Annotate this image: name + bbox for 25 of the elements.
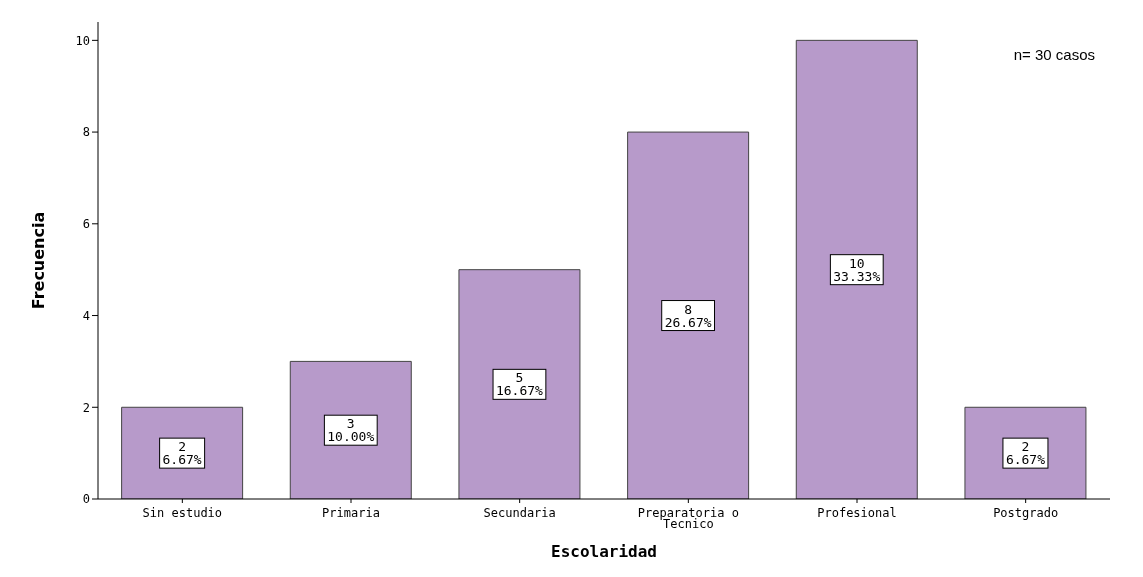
bar <box>458 269 581 499</box>
bar <box>289 360 412 499</box>
y-tick-label: 0 <box>82 492 90 507</box>
x-tick-label: Postgrado <box>993 506 1059 520</box>
x-axis-title: Escolaridad <box>551 542 657 561</box>
data-label: 2 6.67% <box>1005 439 1046 468</box>
x-tick-label: Profesional <box>817 506 897 520</box>
bar <box>627 131 750 499</box>
y-tick-label: 2 <box>82 400 90 415</box>
y-tick-label: 6 <box>82 217 90 232</box>
x-tick-label: Secundaria <box>483 506 556 520</box>
x-tick-label: Sin estudio <box>142 506 223 520</box>
y-axis-title: Frecuencia <box>28 211 48 310</box>
data-label: 5 16.67% <box>495 370 544 399</box>
x-tick-label: Primaria <box>322 506 380 520</box>
y-tick-label: 10 <box>75 33 90 48</box>
bar <box>795 39 918 499</box>
data-label: 10 33.33% <box>833 255 881 284</box>
data-label: 8 26.67% <box>664 301 712 330</box>
data-label: 2 6.67% <box>162 439 202 468</box>
y-tick-label: 8 <box>82 125 90 140</box>
data-label: 3 10.00% <box>327 416 375 445</box>
annotation: n= 30 casos <box>1013 46 1095 63</box>
x-tick-label: Preparatoria o Tecnico <box>637 506 739 531</box>
y-tick-label: 4 <box>82 308 90 323</box>
